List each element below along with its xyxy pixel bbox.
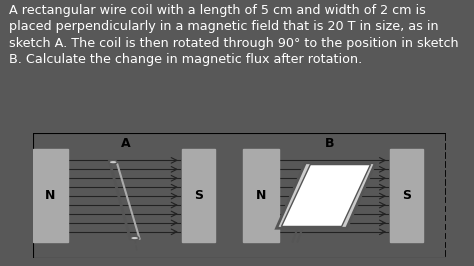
Ellipse shape <box>109 160 117 164</box>
Ellipse shape <box>130 236 139 240</box>
Text: N: N <box>46 189 55 202</box>
Text: S: S <box>402 189 411 202</box>
Text: B: B <box>325 137 335 150</box>
Bar <box>182 149 215 242</box>
Bar <box>244 149 279 242</box>
Polygon shape <box>276 163 375 228</box>
Polygon shape <box>282 165 371 226</box>
Bar <box>33 149 68 242</box>
Text: S: S <box>194 189 202 202</box>
Text: A rectangular wire coil with a length of 5 cm and width of 2 cm is
placed perpen: A rectangular wire coil with a length of… <box>9 4 459 66</box>
Text: N: N <box>255 189 266 202</box>
Bar <box>390 149 423 242</box>
Text: A: A <box>121 137 131 150</box>
